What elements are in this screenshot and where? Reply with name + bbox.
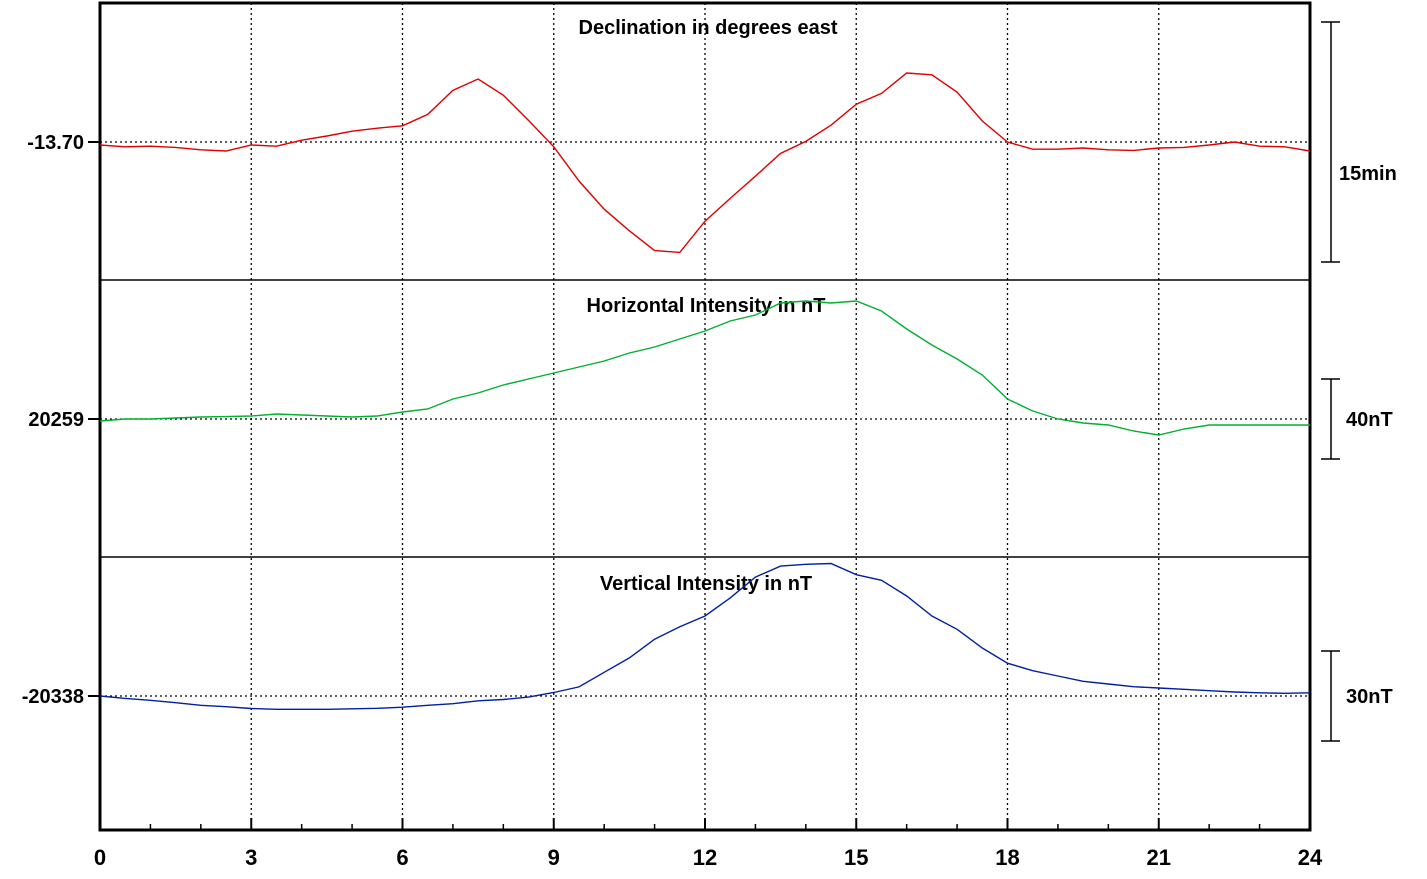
panel-vertical-intensity: Vertical Intensity in nT -20338 30nT — [22, 562, 1393, 742]
x-tick-label: 24 — [1298, 845, 1323, 870]
panel-title: Vertical Intensity in nT — [600, 573, 812, 595]
declination-series-line — [99, 72, 1311, 254]
x-tick-label: 6 — [396, 845, 408, 870]
x-tick-label: 9 — [548, 845, 560, 870]
reference-label: -20338 — [22, 686, 84, 708]
x-tick-label: 21 — [1147, 845, 1171, 870]
scale-label: 40nT — [1346, 409, 1393, 431]
x-tick-label: 18 — [995, 845, 1019, 870]
plot-frame — [98, 1, 1312, 832]
x-axis-ticks: 0 3 6 9 12 15 18 21 24 — [94, 818, 1323, 870]
horizontal-intensity-series-line — [99, 300, 1310, 436]
scale-bar — [1321, 378, 1340, 460]
x-tick-label: 15 — [844, 845, 868, 870]
vertical-intensity-series-line — [99, 562, 1311, 710]
reference-label: 20259 — [28, 409, 84, 431]
x-tick-label: 12 — [693, 845, 717, 870]
panel-title: Declination in degrees east — [579, 17, 838, 39]
scale-label: 15min — [1339, 163, 1397, 185]
scale-bar — [1321, 650, 1340, 742]
x-tick-label: 0 — [94, 845, 106, 870]
scale-bar — [1321, 21, 1340, 263]
panel-title: Horizontal Intensity in nT — [587, 295, 826, 317]
panel-horizontal-intensity: Horizontal Intensity in nT 20259 40nT — [28, 295, 1393, 460]
reference-label: -13.70 — [27, 132, 84, 154]
scale-label: 30nT — [1346, 686, 1393, 708]
panel-declination: Declination in degrees east -13.70 15min — [27, 17, 1397, 263]
x-tick-label: 3 — [245, 845, 257, 870]
